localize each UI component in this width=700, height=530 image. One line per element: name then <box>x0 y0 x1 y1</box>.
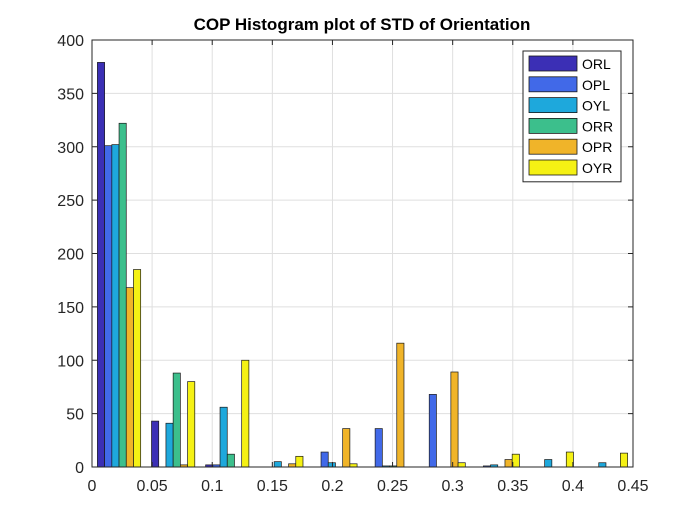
legend-label-oyr: OYR <box>582 160 612 176</box>
bar-oyr-bin-6 <box>457 462 466 468</box>
bar-oyl-bin-3 <box>273 461 282 468</box>
bar-orr-bin-2 <box>226 453 235 468</box>
legend-swatch-orr <box>528 118 578 134</box>
bar-oyl-bin-2 <box>219 406 228 468</box>
bar-oyl-bin-8 <box>544 459 553 468</box>
bar-orl-bin-1 <box>151 420 160 468</box>
legend-label-opr: OPR <box>582 139 612 155</box>
bar-oyl-bin-0 <box>111 144 120 468</box>
bars <box>97 62 628 468</box>
bar-orr-bin-1 <box>172 372 181 468</box>
bar-opl-bin-5 <box>374 428 383 468</box>
x-tick-label: 0.25 <box>377 478 408 495</box>
legend-swatch-orl <box>528 55 578 72</box>
bar-oyr-bin-2 <box>241 359 250 468</box>
bar-opr-bin-6 <box>450 371 459 468</box>
x-tick-label: 0 <box>88 478 97 495</box>
legend-label-orl: ORL <box>582 56 611 72</box>
legend-swatch-oyr <box>528 159 578 176</box>
x-tick-label: 0.45 <box>617 478 648 495</box>
y-tick-label: 300 <box>57 140 84 157</box>
bar-oyl-bin-1 <box>165 422 174 468</box>
x-tick-label: 0.35 <box>497 478 528 495</box>
bar-opr-bin-5 <box>396 342 405 468</box>
legend-swatch-oyl <box>528 97 578 113</box>
bar-oyr-bin-1 <box>187 381 196 468</box>
x-tick-label: 0.2 <box>321 478 343 495</box>
legend-label-orr: ORR <box>582 118 613 134</box>
x-tick-label: 0.05 <box>137 478 168 495</box>
y-tick-label: 150 <box>57 300 84 317</box>
legend: ORL OPL OYL ORR OPR OYR <box>522 50 622 183</box>
legend-swatch-opr <box>528 138 578 155</box>
bar-opr-bin-4 <box>342 428 351 468</box>
bar-opl-bin-0 <box>104 145 113 468</box>
y-ticks: 0 50 100 150 200 250 300 350 400 <box>57 33 633 477</box>
y-tick-label: 350 <box>57 86 84 103</box>
legend-label-oyl: OYL <box>582 98 610 114</box>
legend-label-opl: OPL <box>582 77 610 93</box>
bar-oyr-bin-3 <box>295 455 304 468</box>
legend-swatch-opl <box>528 76 578 93</box>
y-tick-label: 100 <box>57 353 84 370</box>
bar-oyl-bin-4 <box>327 462 336 468</box>
chart-title: COP Histogram plot of STD of Orientation <box>194 15 531 34</box>
x-tick-label: 0.3 <box>442 478 464 495</box>
x-tick-label: 0.1 <box>201 478 223 495</box>
y-tick-label: 0 <box>75 460 84 477</box>
y-tick-label: 400 <box>57 33 84 50</box>
x-tick-label: 0.4 <box>562 478 584 495</box>
bar-oyr-bin-0 <box>133 269 142 468</box>
bar-oyr-bin-9 <box>620 452 628 468</box>
x-tick-label: 0.15 <box>257 478 288 495</box>
bar-opr-bin-0 <box>125 287 134 468</box>
bar-orr-bin-0 <box>118 122 127 468</box>
bar-orl-bin-0 <box>97 62 105 468</box>
y-tick-label: 250 <box>57 193 84 210</box>
bar-opr-bin-7 <box>504 459 513 468</box>
y-tick-label: 50 <box>66 407 84 424</box>
bar-opl-bin-6 <box>428 394 437 468</box>
y-tick-label: 200 <box>57 247 84 264</box>
x-ticks: 0 0.05 0.1 0.15 0.2 0.25 0.3 0.35 0.4 0.45 <box>88 40 649 495</box>
bar-oyl-bin-9 <box>598 462 607 468</box>
bar-opl-bin-4 <box>320 451 329 468</box>
